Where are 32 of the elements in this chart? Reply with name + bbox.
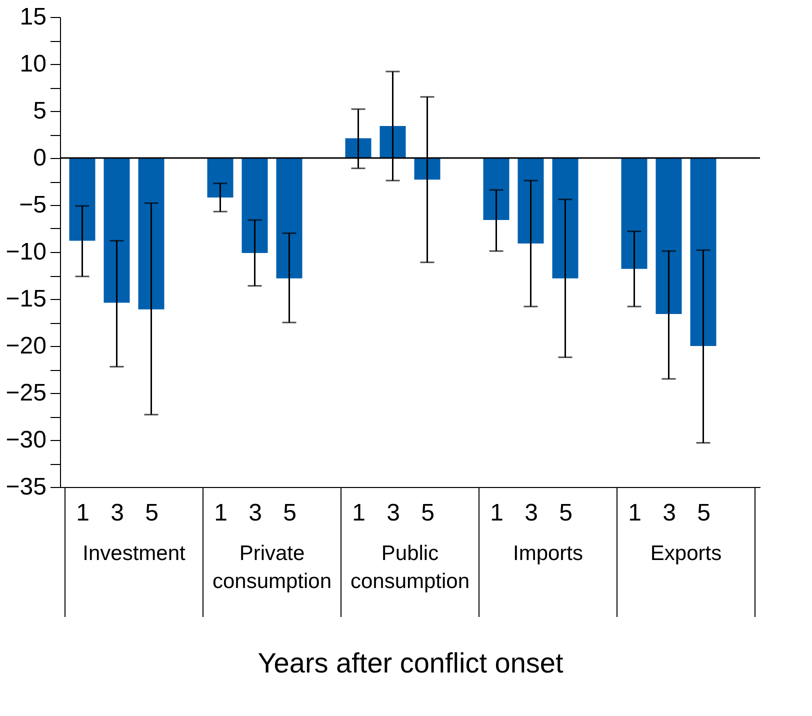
x-tick-label: 1 — [490, 500, 504, 526]
x-axis-title: Years after conflict onset — [258, 648, 564, 678]
y-tick-label: −15 — [6, 286, 46, 312]
x-tick-label: 3 — [524, 500, 538, 526]
x-tick-label: 3 — [386, 500, 400, 526]
x-tick-label: 3 — [248, 500, 262, 526]
y-tick-label: 15 — [20, 4, 46, 30]
y-tick-label: −35 — [6, 474, 46, 500]
text: Exports — [650, 542, 722, 565]
x-tick-label: 5 — [697, 500, 710, 526]
x-tick-label: 1 — [352, 500, 366, 526]
text: Public consumption — [350, 542, 470, 593]
x-tick-label: 1 — [76, 500, 90, 526]
x-tick-label: 1 — [214, 500, 228, 526]
x-tick-label: 5 — [283, 500, 296, 526]
x-tick-label: 5 — [421, 500, 434, 526]
text: Private consumption — [212, 542, 332, 593]
y-tick-label: −25 — [6, 380, 46, 406]
y-tick-label: −5 — [19, 192, 46, 218]
y-tick-label: 0 — [33, 144, 46, 172]
x-tick-label: 1 — [628, 500, 642, 526]
x-tick-label: 3 — [110, 500, 124, 526]
x-tick-label: 3 — [662, 500, 676, 526]
y-tick-label: −20 — [6, 332, 46, 360]
y-tick-label: −30 — [6, 426, 46, 454]
x-tick-label: 5 — [145, 500, 158, 526]
y-tick-label: −10 — [6, 238, 46, 266]
text: Investment — [82, 542, 186, 565]
y-tick-label: 5 — [33, 98, 46, 124]
x-tick-label: 5 — [559, 500, 572, 526]
y-tick-label: 10 — [20, 50, 46, 78]
text: Imports — [512, 542, 584, 565]
